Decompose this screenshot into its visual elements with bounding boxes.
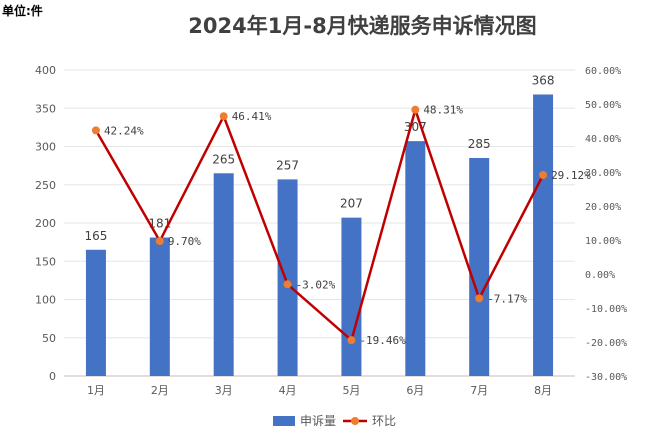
legend-bar-swatch (273, 416, 295, 426)
bar-data-label: 257 (276, 158, 299, 172)
bar (277, 179, 298, 376)
y-right-tick-label: 30.00% (585, 168, 621, 179)
x-tick-label: 5月 (342, 384, 360, 397)
y-right-tick-label: 10.00% (585, 236, 621, 247)
line-data-label: 48.31% (423, 104, 463, 117)
line-data-label: 9.70% (168, 235, 201, 248)
y-left-tick-label: 200 (35, 217, 56, 230)
bar-data-label: 181 (148, 217, 171, 231)
y-right-tick-label: -10.00% (585, 304, 627, 315)
y-right-tick-label: -30.00% (585, 372, 627, 383)
y-left-tick-label: 250 (35, 179, 56, 192)
y-right-tick-label: -20.00% (585, 338, 627, 349)
line-point (539, 170, 548, 179)
bar (469, 157, 490, 376)
line-data-label: 42.24% (104, 124, 144, 137)
x-tick-label: 6月 (406, 384, 424, 397)
line-data-label: -7.17% (487, 292, 527, 305)
bar (341, 217, 362, 376)
y-right-tick-label: 0.00% (585, 270, 615, 281)
line-data-label: -3.02% (296, 278, 336, 291)
legend-line-label: 环比 (372, 414, 396, 428)
line-point (219, 112, 228, 121)
x-tick-label: 1月 (87, 384, 105, 397)
x-tick-label: 3月 (215, 384, 233, 397)
line-point (347, 336, 356, 345)
y-right-tick-label: 50.00% (585, 100, 621, 111)
bar-data-label: 265 (212, 152, 235, 166)
line-data-label: -19.46% (359, 334, 406, 347)
y-left-tick-label: 300 (35, 141, 56, 154)
x-tick-label: 7月 (470, 384, 488, 397)
y-left-tick-label: 400 (35, 64, 56, 77)
y-left-tick-label: 0 (49, 370, 56, 383)
y-left-tick-label: 100 (35, 294, 56, 307)
chart-title: 2024年1月-8月快递服务申诉情况图 (188, 14, 537, 38)
x-tick-label: 2月 (151, 384, 169, 397)
y-right-tick-label: 60.00% (585, 66, 621, 77)
bar-data-label: 368 (532, 73, 555, 87)
y-left-tick-label: 150 (35, 255, 56, 268)
y-right-tick-label: 20.00% (585, 202, 621, 213)
y-left-tick-label: 350 (35, 102, 56, 115)
legend-bar-label: 申诉量 (300, 414, 336, 428)
unit-label: 单位:件 (2, 4, 43, 18)
x-tick-label: 8月 (534, 384, 552, 397)
line-series (94, 105, 545, 343)
bar (213, 173, 234, 376)
bar (533, 94, 554, 376)
bar-data-label: 285 (468, 137, 491, 151)
line-data-label: 29.12% (551, 169, 591, 182)
line-point (283, 280, 292, 289)
bar (405, 141, 426, 376)
bar-data-label: 207 (340, 197, 363, 211)
bar-data-label: 165 (84, 229, 107, 243)
line-data-label: 46.41% (232, 110, 272, 123)
line-point (91, 126, 100, 135)
bar (149, 237, 170, 376)
x-tick-label: 4月 (279, 384, 297, 397)
y-right-tick-label: 40.00% (585, 134, 621, 145)
line-point (155, 237, 164, 246)
line-point (475, 294, 484, 303)
y-left-tick-label: 50 (42, 332, 56, 345)
bar (85, 249, 106, 376)
legend-line-marker (351, 417, 359, 425)
line-point (411, 105, 420, 114)
